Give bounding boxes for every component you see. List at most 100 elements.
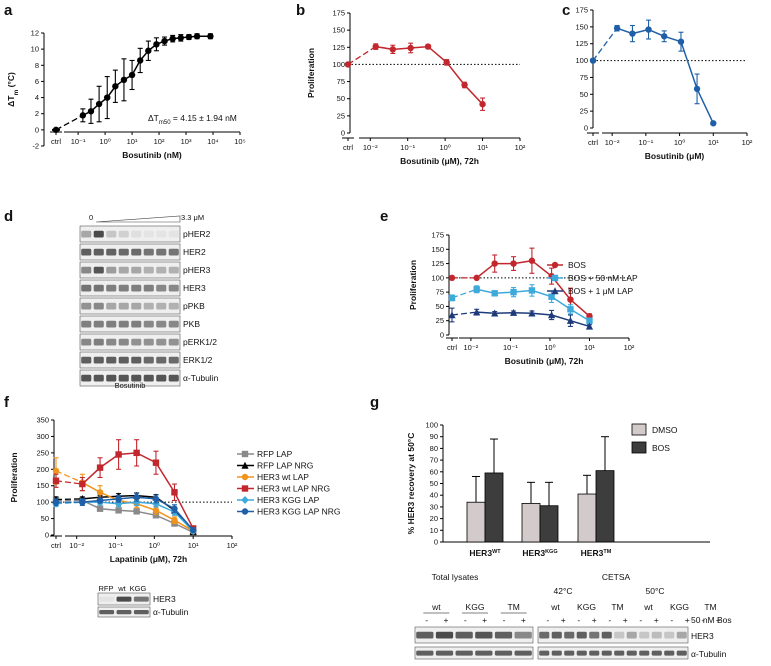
blot-g-cetsa-tubulin-band xyxy=(664,650,675,656)
blot-d-row-4-band xyxy=(168,302,179,310)
chart-c: 0 25 50 75 100 125 150 175 10⁻² 10⁻¹ 10⁰ 10¹ 10² ctrl… xyxy=(560,6,753,162)
y-tick-label: 0 xyxy=(341,129,345,138)
blot-g-total-tubulin-band xyxy=(514,650,532,656)
blot-d-row-2-band xyxy=(168,266,179,274)
blot-d-row-3-band xyxy=(131,284,142,292)
blot-d-row-2-band xyxy=(118,266,129,274)
blot-d-row-5-band xyxy=(168,320,179,328)
annotation-main: ΔT xyxy=(148,113,159,123)
blot-d-row-5-band xyxy=(93,320,104,328)
legend-swatch-1 xyxy=(631,441,647,454)
blot-d-label-4: pPKB xyxy=(183,301,205,311)
blot-d-row-3-band xyxy=(156,284,167,292)
blot-f-row-1-band xyxy=(133,610,149,615)
blot-d-row-6-band xyxy=(156,338,167,346)
blot-f-label-1: α-Tubulin xyxy=(153,607,189,617)
blot-d-row-1-band xyxy=(93,248,104,256)
blot-g-sign-1-2: - xyxy=(577,615,580,625)
blot-f-lane-0: RFP xyxy=(99,584,114,593)
blot-d-row-5-band xyxy=(118,320,129,328)
blot-f-lane-1: wt xyxy=(117,584,126,593)
y-tick-label: 150 xyxy=(36,481,49,490)
series-3-ctrl-point xyxy=(52,477,60,484)
series-0-point-3 xyxy=(424,43,432,50)
y-tick-label: 150 xyxy=(332,26,345,35)
blot-d-row-6-band xyxy=(131,338,142,346)
x-tick-label: 10⁻² xyxy=(463,343,478,352)
blot-d-row-8-band xyxy=(143,374,154,382)
category-base: HER3 xyxy=(581,548,604,558)
series-1-point-0 xyxy=(473,286,480,293)
blot-g-treatment: 50 nM Bos xyxy=(691,615,732,625)
blot-d-row-4-band xyxy=(143,302,154,310)
blot-d-row-6-band xyxy=(106,338,117,346)
blot-d-row-6-band xyxy=(168,338,179,346)
x-tick-label: 10⁴ xyxy=(207,137,219,146)
blot-g-cetsa-tubulin-band xyxy=(651,650,662,656)
blot-d-row-0-band xyxy=(93,230,104,238)
panel-label-g: g xyxy=(370,394,380,411)
panel-label-e: e xyxy=(380,208,389,225)
y-tick-label: 125 xyxy=(575,39,588,48)
y-tick-label: 150 xyxy=(575,22,588,31)
blot-g-cetsa-her3-band xyxy=(664,631,675,639)
blot-g-total-tubulin-band xyxy=(416,650,434,656)
blot-g-cetsa-tubulin-band xyxy=(589,650,600,656)
series-0-point-3 xyxy=(528,257,536,264)
y-tick-label: 125 xyxy=(431,259,444,268)
blot-f-lane-2: KGG xyxy=(130,584,147,593)
x-tick-label: 10⁻¹ xyxy=(108,541,123,550)
blot-d-row-0-band xyxy=(143,230,154,238)
series-0-point-2 xyxy=(115,507,122,514)
blot-d-row-6-band xyxy=(118,338,129,346)
y-tick-label: 25 xyxy=(580,107,588,116)
blot-d-row-1-band xyxy=(106,248,117,256)
series-5-point-6 xyxy=(189,526,197,534)
blot-d-row-3-band xyxy=(81,284,92,292)
blot-d-row-4-band xyxy=(106,302,117,310)
blot-d-row-0-frame xyxy=(79,225,181,243)
y-tick-label: 12 xyxy=(31,29,39,38)
x-tick-label: 10⁰ xyxy=(439,143,450,152)
series-2-ctrl-point xyxy=(52,467,60,475)
series-3-ctrl-link xyxy=(55,480,83,485)
y-tick-label: 0 xyxy=(434,538,438,547)
series-4-point-2 xyxy=(114,499,123,508)
blot-g-group-2-2: TM xyxy=(704,602,716,612)
y-tick-label: 0 xyxy=(35,125,39,134)
blot-g-sign-0-0: - xyxy=(425,615,428,625)
blot-d-caption: Bosutinib xyxy=(115,381,146,390)
annotation-rest: = 4.15 ± 1.94 nM xyxy=(171,113,237,123)
blot-d-row-3-band xyxy=(143,284,154,292)
x-tick-label: 10⁻¹ xyxy=(503,343,518,352)
chart-b: 0 25 50 75 100 125 150 175 10⁻² 10⁻¹ 10⁰ 10¹ 10² ctrl… xyxy=(306,9,526,167)
series-0-point-9 xyxy=(153,41,160,48)
series-0-ctrl-link xyxy=(592,27,618,61)
y-tick-label: 100 xyxy=(575,56,588,65)
series-1-point-6 xyxy=(586,317,593,324)
y-tick-label: 100 xyxy=(36,498,49,507)
x-axis-label: Bosutinib (μM), 72h xyxy=(505,356,584,366)
x-tick-label-ctrl: ctrl xyxy=(343,143,353,152)
series-3-point-5 xyxy=(171,489,178,496)
y-tick-label: 50 xyxy=(430,479,438,488)
x-axis-label: Bosutinib (μM), 72h xyxy=(400,156,479,166)
blot-d-row-6-band xyxy=(143,338,154,346)
series-2-ctrl-link xyxy=(451,311,477,316)
y-axis-label: ΔTm (°C) xyxy=(6,72,20,107)
blot-g-temp1: 42°C xyxy=(554,586,573,596)
blot-g-group-0-1: KGG xyxy=(466,602,485,612)
series-5-point-3 xyxy=(133,494,140,501)
concentration-end: 3.3 μM xyxy=(181,213,204,222)
blot-g-sign-1-1: + xyxy=(561,615,566,625)
x-tick-label: 10⁰ xyxy=(149,541,160,550)
concentration-wedge xyxy=(95,215,181,223)
blot-g-cetsa-her3-band xyxy=(576,631,587,639)
y-tick-label: 25 xyxy=(337,111,345,120)
panel-label-b: b xyxy=(296,2,306,19)
series-0-point-12 xyxy=(177,34,185,42)
x-tick-label: 10² xyxy=(515,143,526,152)
series-0-point-4 xyxy=(152,512,160,519)
category-base: HER3 xyxy=(522,548,545,558)
